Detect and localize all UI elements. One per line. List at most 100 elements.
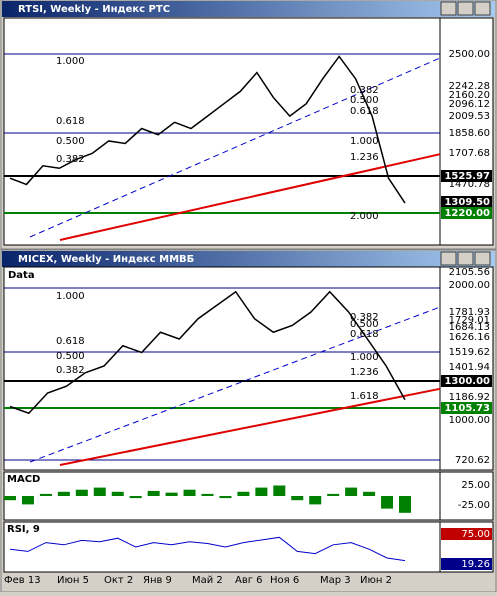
x-axis-label: Ноя 6: [270, 575, 299, 586]
price-label-bg: [441, 207, 492, 219]
indicator-area: [3, 521, 441, 573]
fib-label: 0.382: [56, 365, 85, 376]
fib-label: 0.382: [350, 312, 379, 323]
fib-label: 1.000: [56, 56, 85, 67]
fib-label: 0.382: [56, 154, 85, 165]
fib-label: 0.618: [350, 106, 379, 117]
price-label: 1470.78: [449, 179, 490, 190]
window-button[interactable]: [440, 1, 457, 16]
price-label: 1186.92: [449, 392, 490, 403]
trend-line: [29, 306, 441, 463]
macd-bar: [111, 491, 124, 496]
fib-label: 0.500: [350, 319, 379, 330]
macd-bar: [39, 493, 52, 496]
fib-label: 1.236: [350, 152, 379, 163]
price-label-bg: [441, 375, 492, 387]
macd-bar: [399, 496, 411, 513]
price-label: 1105.73: [444, 403, 490, 414]
price-label-bg: [441, 170, 492, 182]
macd-bar: [363, 491, 376, 496]
trend-line: [29, 57, 441, 238]
plot-area: [3, 17, 441, 246]
macd-bar: [237, 491, 250, 496]
fib-label: 1.000: [350, 136, 379, 147]
title-bar: [2, 251, 495, 267]
indicator-tick: 75.00: [461, 529, 490, 540]
price-label: 1525.97: [444, 171, 490, 182]
macd-bar: [57, 491, 70, 496]
indicator-tick: 25.00: [461, 480, 490, 491]
x-axis-label: Окт 2: [104, 575, 133, 586]
price-label: 2500.00: [449, 49, 490, 60]
rsi-line: [9, 536, 406, 562]
price-label-bg: [441, 196, 492, 208]
window-button[interactable]: [457, 1, 474, 16]
price-label: 1781.93: [449, 307, 490, 318]
x-axis-label: Июн 2: [360, 575, 392, 586]
fib-label: 0.500: [56, 136, 85, 147]
fib-label: 0.500: [56, 351, 85, 362]
price-label: 1707.68: [449, 148, 490, 159]
price-label-bg: [441, 402, 492, 414]
price-label: 1220.00: [444, 208, 490, 219]
macd-bar: [201, 493, 214, 496]
price-label: 1684.13: [449, 322, 490, 333]
trend-line: [59, 153, 441, 241]
macd-bar: [345, 487, 358, 496]
macd-bar: [21, 496, 34, 505]
x-axis-label: Июн 5: [57, 575, 89, 586]
fib-label: 1.000: [56, 291, 85, 302]
macd-bar: [129, 496, 142, 499]
indicator-tick: -25.00: [458, 500, 490, 511]
macd-bar: [219, 496, 232, 499]
fib-label: 1.000: [350, 352, 379, 363]
price-label: 2009.53: [449, 111, 490, 122]
fib-label: 1.236: [350, 367, 379, 378]
price-label: 2105.56: [449, 267, 490, 278]
macd-bar: [4, 496, 16, 501]
price-label: 1729.01: [449, 315, 490, 326]
indicator-axis: [439, 471, 494, 521]
price-label: 1309.50: [444, 197, 490, 208]
x-axis-label: Янв 9: [143, 575, 172, 586]
x-axis-label: Авг 6: [235, 575, 263, 586]
price-line: [9, 290, 406, 415]
x-axis-label: Мар 3: [320, 575, 351, 586]
window-button[interactable]: [474, 1, 491, 16]
indicator-label: MACD: [7, 474, 40, 485]
data-label: Data: [8, 270, 35, 281]
indicator-label: RSI, 9: [7, 524, 40, 535]
window-button[interactable]: [457, 251, 474, 266]
x-axis-label: Май 2: [192, 575, 223, 586]
indicator-tick: 19.26: [461, 559, 490, 570]
macd-bar: [93, 487, 106, 496]
price-label: 1000.00: [449, 415, 490, 426]
fib-label: 0.500: [350, 95, 379, 106]
window-button[interactable]: [440, 251, 457, 266]
x-axis-label: Фев 13: [4, 575, 41, 586]
price-label: 2242.28: [449, 81, 490, 92]
price-label: 1401.94: [449, 362, 490, 373]
macd-bar: [255, 487, 268, 496]
price-label: 1858.60: [449, 128, 490, 139]
fib-label: 1.618: [350, 391, 379, 402]
price-label: 1300.00: [444, 376, 490, 387]
price-label: 720.62: [455, 455, 490, 466]
macd-bar: [327, 493, 340, 496]
fib-label: 0.382: [350, 85, 379, 96]
macd-bar: [309, 496, 322, 505]
fib-label: 0.618: [56, 116, 85, 127]
price-label: 2096.12: [449, 99, 490, 110]
macd-bar: [381, 496, 394, 509]
price-line: [9, 55, 406, 204]
price-label: 2000.00: [449, 280, 490, 291]
title-bar: [2, 1, 495, 17]
window-button[interactable]: [474, 251, 491, 266]
price-axis: [439, 266, 494, 471]
window-title: RTSI, Weekly - Индекс РТС: [18, 4, 170, 15]
fib-label: 0.618: [56, 336, 85, 347]
macd-bar: [273, 485, 286, 496]
macd-bar: [165, 492, 178, 496]
